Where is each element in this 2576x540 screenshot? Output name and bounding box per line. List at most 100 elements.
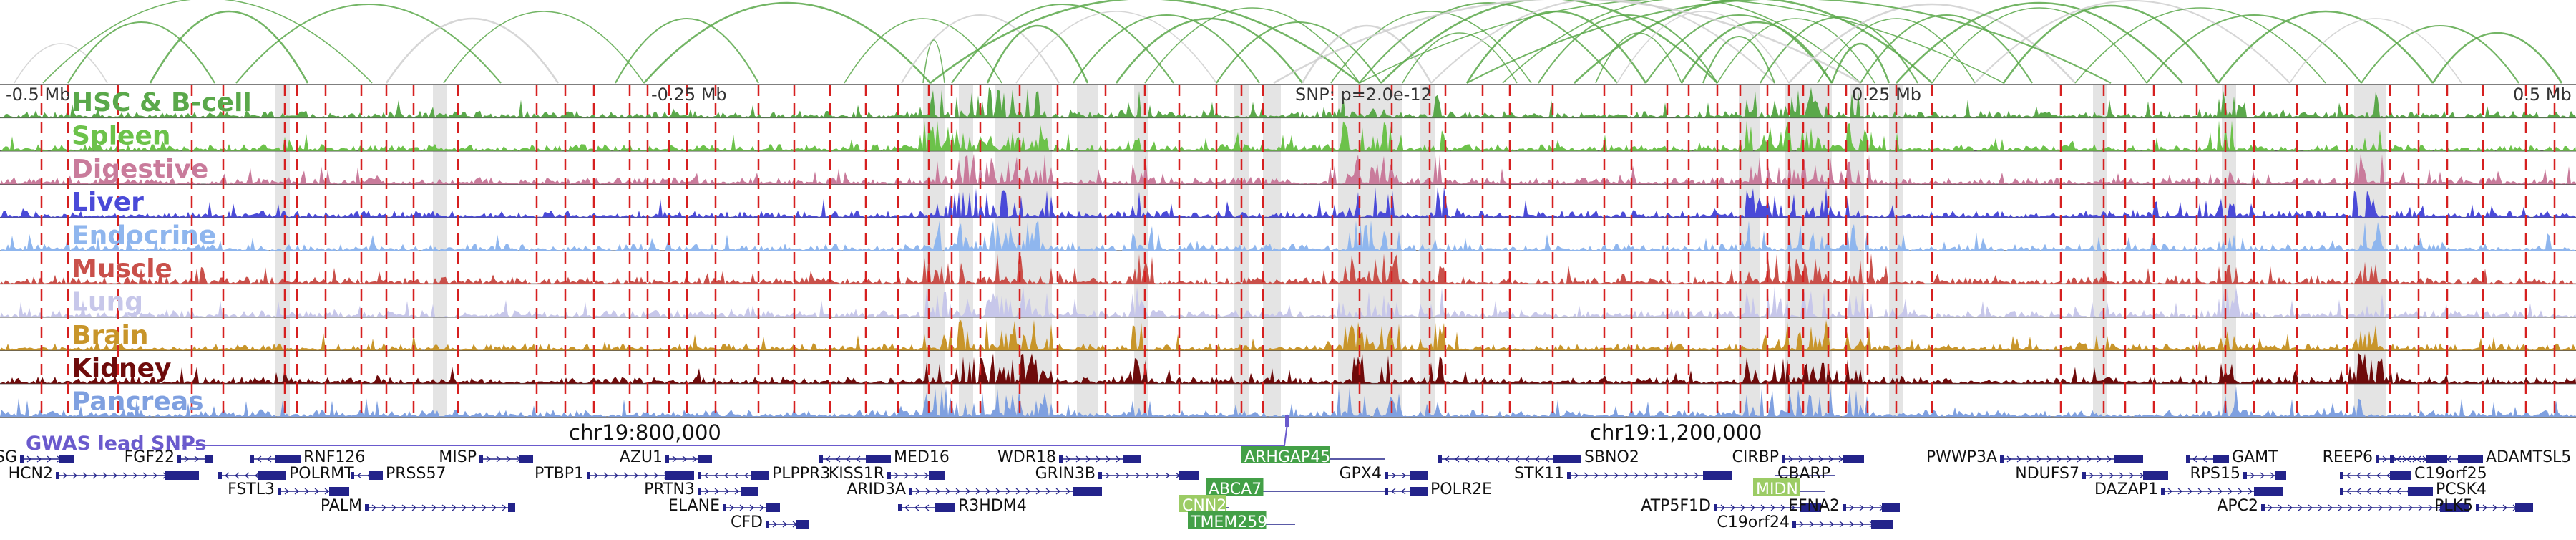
loop-arc bbox=[67, 21, 215, 84]
loop-arc bbox=[2217, 10, 2434, 84]
strand-arrow bbox=[1604, 472, 1609, 479]
strand-arrow bbox=[1145, 472, 1150, 479]
strand-arrow bbox=[324, 488, 329, 495]
loop-arc bbox=[1760, 16, 1918, 84]
strand-arrow bbox=[2408, 504, 2413, 511]
loop-arc bbox=[149, 10, 309, 84]
strand-arrow bbox=[1505, 455, 1510, 463]
strand-arrow bbox=[1839, 521, 1844, 528]
strand-arrow bbox=[925, 488, 930, 495]
strand-arrow bbox=[772, 521, 777, 528]
strand-arrow bbox=[1445, 455, 1450, 463]
gene-label: GRIN3B bbox=[1035, 465, 1096, 483]
gene-label: FGF22 bbox=[125, 448, 175, 466]
exon-block bbox=[909, 488, 912, 495]
strand-arrow bbox=[2077, 455, 2082, 463]
gene-label: HCN2 bbox=[9, 465, 53, 483]
gene-label: PLK5 bbox=[2434, 497, 2473, 515]
gene-label: CFD bbox=[731, 514, 763, 531]
strand-arrow bbox=[506, 455, 511, 463]
strand-arrow bbox=[2057, 455, 2062, 463]
strand-arrow bbox=[2378, 504, 2383, 511]
exon-block bbox=[1385, 472, 1388, 479]
exon-block bbox=[205, 455, 213, 463]
strand-arrow bbox=[945, 488, 950, 495]
strand-arrow bbox=[184, 455, 189, 463]
loop-arc bbox=[1216, 21, 1382, 84]
strand-arrow bbox=[1849, 521, 1854, 528]
strand-arrow bbox=[846, 455, 851, 463]
exon-block bbox=[2390, 455, 2394, 463]
exon-block bbox=[741, 487, 758, 496]
exon-block bbox=[329, 487, 349, 496]
strand-arrow bbox=[2177, 488, 2182, 495]
strand-arrow bbox=[82, 472, 87, 479]
gene-label: SBNO2 bbox=[1584, 448, 1639, 466]
strand-arrow bbox=[924, 504, 930, 511]
strand-arrow bbox=[2187, 488, 2192, 495]
strand-arrow bbox=[935, 488, 940, 495]
gene-dazap1: DAZAP1 bbox=[2094, 481, 2283, 498]
strand-arrow bbox=[2089, 472, 2094, 479]
gene-highlight-box bbox=[1188, 511, 1267, 529]
loop-arc bbox=[930, 0, 1360, 85]
loop-arc bbox=[1115, 17, 1304, 84]
loop-arc bbox=[844, 18, 1002, 84]
loop-arc bbox=[1931, 7, 2147, 84]
gene-apc2: APC2 bbox=[2217, 497, 2469, 515]
strand-arrow bbox=[1808, 455, 1813, 463]
gene-bsg: BSG bbox=[0, 448, 74, 466]
strand-arrow bbox=[1155, 472, 1160, 479]
strand-arrow bbox=[1730, 504, 1735, 511]
strand-arrow bbox=[2406, 455, 2411, 463]
strand-arrow bbox=[1535, 455, 1540, 463]
strand-arrow bbox=[2482, 504, 2487, 511]
strand-arrow bbox=[1684, 472, 1689, 479]
strand-arrow bbox=[729, 504, 734, 511]
strand-arrow bbox=[462, 504, 467, 511]
loop-arc bbox=[1616, 11, 1790, 84]
gene-abca7: ABCA7 bbox=[1206, 478, 1385, 498]
track-label: Muscle bbox=[72, 254, 172, 284]
gene-label: RNF126 bbox=[303, 448, 365, 466]
track-labels: HSC & B-cell Spleen Digestive Liver Endocrin… bbox=[72, 88, 252, 417]
exon-block bbox=[2458, 455, 2483, 463]
exon-block bbox=[1123, 455, 1141, 463]
strand-arrow bbox=[2418, 504, 2423, 511]
strand-arrow bbox=[653, 472, 658, 479]
strand-arrow bbox=[1780, 504, 1785, 511]
strand-arrow bbox=[1115, 472, 1120, 479]
exon-block bbox=[887, 472, 891, 479]
exon-block bbox=[351, 472, 354, 479]
exon-block bbox=[1098, 472, 1102, 479]
gene-grin3b: GRIN3B bbox=[1035, 465, 1199, 483]
strand-arrow bbox=[1818, 455, 1823, 463]
strand-arrow bbox=[1116, 455, 1121, 463]
strand-arrow bbox=[904, 504, 909, 511]
gene-label: PLPPR3 bbox=[772, 465, 830, 483]
loop-arc bbox=[1359, 0, 2004, 84]
strand-arrow bbox=[421, 504, 426, 511]
strand-arrow bbox=[1495, 455, 1500, 463]
strand-arrow bbox=[314, 488, 319, 495]
strand-arrow bbox=[1105, 472, 1110, 479]
loop-arc bbox=[1502, 0, 1861, 84]
loop-arc bbox=[1788, 3, 2076, 84]
exon-block bbox=[59, 455, 74, 463]
strand-arrow bbox=[1694, 472, 1699, 479]
strand-arrow bbox=[985, 488, 990, 495]
strand-arrow bbox=[381, 504, 386, 511]
gene-label: BSG bbox=[0, 448, 17, 466]
loop-arc bbox=[1273, 0, 1861, 85]
strand-arrow bbox=[2192, 455, 2197, 463]
strand-arrow bbox=[1525, 455, 1530, 463]
loop-arc bbox=[42, 0, 373, 84]
strand-arrow bbox=[1574, 472, 1579, 479]
strand-arrow bbox=[357, 472, 362, 479]
position-axis: -0.5 Mb -0.25 Mb SNP: p=2.0e-12 0.25 Mb … bbox=[6, 85, 2572, 105]
strand-arrow bbox=[225, 472, 230, 479]
loop-arc bbox=[443, 11, 645, 84]
strand-arrow bbox=[2388, 504, 2393, 511]
gene-label: PRTN3 bbox=[644, 481, 695, 498]
strand-arrow bbox=[1165, 472, 1170, 479]
